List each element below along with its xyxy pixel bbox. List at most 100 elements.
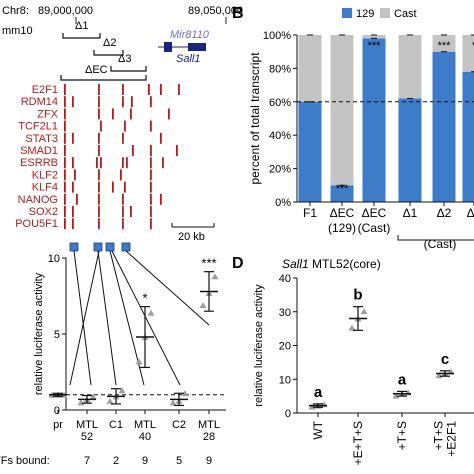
chip-peak	[176, 145, 178, 156]
significance-letter: c	[441, 351, 449, 368]
chip-peak	[64, 132, 66, 144]
chip-peak	[150, 206, 152, 217]
y-axis-label: percent of total transcript	[248, 52, 262, 185]
data-point	[211, 273, 219, 280]
chip-peak	[64, 169, 66, 181]
data-point	[348, 324, 356, 331]
data-point	[169, 399, 177, 406]
legend: 129 Cast	[342, 8, 417, 20]
chip-peak	[72, 206, 74, 217]
chip-peak	[98, 206, 100, 217]
x-tick-label: MTL 52	[76, 419, 98, 443]
x-tick-label: +T+S	[395, 421, 409, 450]
chip-peak	[120, 169, 122, 181]
legend-swatch-129	[342, 8, 352, 18]
chip-peak	[98, 84, 100, 95]
chip-peak	[124, 181, 126, 193]
x-tick-label: ΔEC (129)	[328, 206, 356, 235]
deletion-bracket-2	[93, 50, 124, 56]
chip-peak	[64, 120, 66, 132]
chip-peak	[148, 84, 150, 95]
chip-peak	[124, 120, 126, 132]
assembly-label: mm10	[2, 25, 33, 37]
deletion-label-ec: ΔEC	[85, 64, 108, 76]
chip-peak	[150, 145, 152, 156]
chip-peak	[72, 181, 74, 193]
chip-tracks: E2F1RDM14ZFXTCF2L1STAT3SMAD1ESRRBKLF2KLF…	[15, 84, 180, 230]
x-tick-label: C2	[172, 419, 186, 431]
fragment-marker-mtl40	[105, 242, 115, 252]
legend-swatch-cast	[380, 8, 390, 18]
track-label-rdm14: RDM14	[21, 96, 58, 108]
x-tick-label: MTL 40	[134, 419, 156, 443]
chart-d-title-gene: Sall1	[282, 257, 309, 271]
genome-browser-panel: Chr8: 89,000,000 89,050,000 mm10 Δ1 Δ2 Δ…	[2, 5, 243, 386]
scalebar-label: 20 kb	[178, 231, 205, 243]
y-axis-label: relative luciferase activity	[253, 284, 265, 407]
fragment-lines	[69, 250, 210, 386]
bar-129	[432, 51, 456, 203]
y-tick-label: 0%	[275, 197, 291, 209]
chip-peak	[76, 193, 78, 205]
chart-d-title-rest: MTL52(core)	[309, 257, 381, 271]
sall1-exon-1	[164, 42, 172, 52]
deletion-label-2: Δ2	[103, 37, 116, 49]
data-point	[77, 399, 85, 406]
chip-peak	[150, 96, 152, 108]
track-label-smad1: SMAD1	[20, 145, 58, 157]
bar-cast	[362, 35, 386, 39]
chip-peak	[72, 132, 74, 144]
chip-peak	[64, 96, 66, 108]
tfs-count-mtl52: 7	[84, 455, 90, 467]
chip-peak	[178, 84, 180, 95]
coord-left: 89,000,000	[38, 5, 93, 17]
chip-peak	[126, 157, 128, 169]
track-label-stat3: STAT3	[25, 133, 58, 145]
group-label: (Cast)	[424, 237, 457, 251]
bar-129	[398, 98, 422, 202]
tfs-bound-row: TFs bound: 7 2 9 5 9	[0, 455, 212, 467]
data-point	[89, 393, 97, 400]
bar-129	[330, 185, 354, 202]
x-tick-label: F1	[303, 206, 317, 220]
track-label-nanog: NANOG	[18, 194, 58, 206]
tfs-bound-label: TFs bound:	[0, 455, 50, 467]
chip-peak	[162, 157, 164, 169]
chip-peak	[64, 193, 66, 205]
x-tick-label: Δ1	[403, 206, 418, 220]
y-tick-label: 10	[48, 253, 60, 265]
significance-star: *	[142, 291, 147, 306]
y-tick-label: 40	[279, 273, 291, 285]
data-point	[308, 403, 316, 410]
significance-star: ***	[201, 256, 216, 271]
chip-peak	[122, 132, 124, 144]
legend-label-129: 129	[356, 8, 374, 20]
bar-cast	[298, 35, 322, 102]
bar-129	[362, 38, 386, 203]
gene-mir8110: Mir8110	[170, 29, 210, 41]
track-label-klf2: KLF2	[32, 169, 58, 181]
deletion-label-1: Δ1	[75, 20, 88, 32]
chip-peak	[98, 218, 100, 230]
chip-peak	[64, 108, 66, 120]
chip-peak	[150, 157, 152, 169]
y-tick-label: 5	[54, 329, 60, 341]
y-tick-label: 20	[279, 341, 291, 353]
data-point	[181, 390, 189, 397]
chip-peak	[131, 96, 133, 108]
group-bracket	[397, 235, 474, 241]
track-label-pou5f1: POU5F1	[15, 218, 58, 230]
chip-peak	[150, 193, 152, 205]
significance-star: ***	[438, 40, 452, 52]
x-tick-label: Δ3	[467, 206, 474, 220]
significance-star: ***	[368, 40, 382, 52]
significance-star: *	[472, 40, 474, 52]
y-tick-label: 0	[285, 408, 291, 420]
chip-peak	[150, 169, 152, 181]
track-label-klf4: KLF4	[32, 182, 58, 194]
luciferase-chart-d: 0 10 20 30 40 relative luciferase activity WT a…	[253, 273, 474, 465]
sall1-exon-2	[188, 43, 206, 51]
chip-peak	[98, 108, 100, 120]
chip-peak	[150, 181, 152, 193]
